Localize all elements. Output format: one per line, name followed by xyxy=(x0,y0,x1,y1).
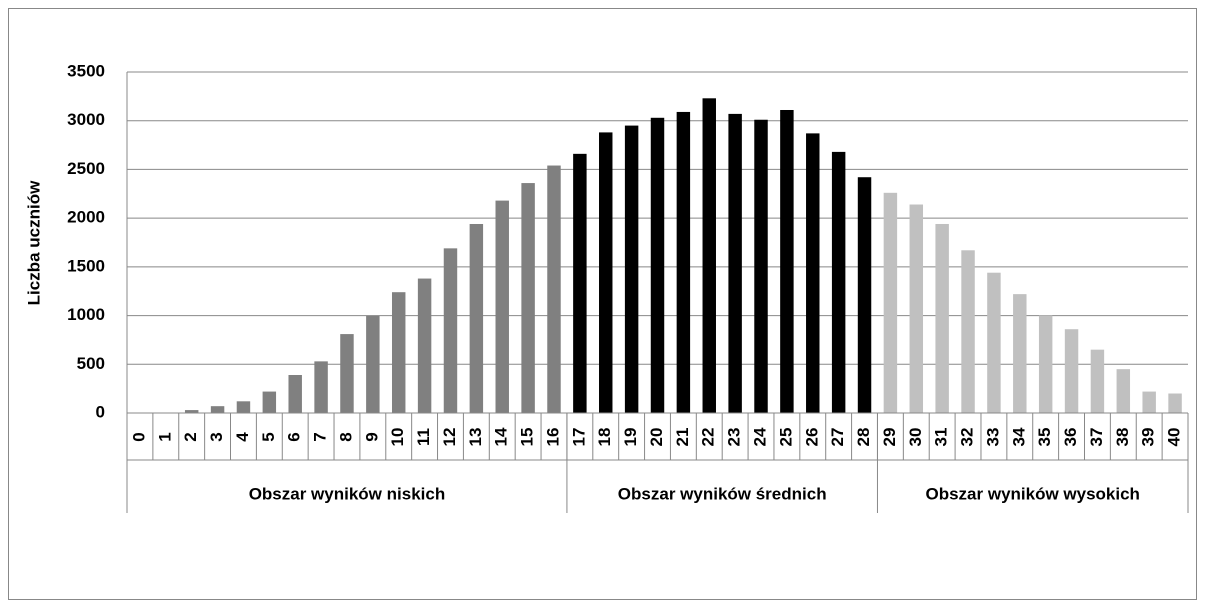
bar xyxy=(444,248,457,413)
bar xyxy=(340,334,353,413)
bar xyxy=(987,273,1000,413)
x-tick-label: 3 xyxy=(207,432,226,441)
bar xyxy=(314,361,327,413)
x-tick-label: 34 xyxy=(1009,427,1028,446)
bar xyxy=(703,98,716,413)
x-tick-label: 23 xyxy=(725,428,744,447)
x-tick-label: 19 xyxy=(621,428,640,447)
bar xyxy=(625,126,638,413)
x-tick-label: 40 xyxy=(1165,428,1184,447)
bar xyxy=(935,224,948,413)
x-tick-label: 38 xyxy=(1113,428,1132,447)
y-tick-label: 0 xyxy=(96,402,105,421)
bar xyxy=(573,154,586,413)
x-tick-label: 9 xyxy=(362,432,381,441)
x-tick-label: 10 xyxy=(388,428,407,447)
bar xyxy=(806,133,819,413)
bar xyxy=(211,406,224,413)
x-tick-label: 14 xyxy=(492,427,511,446)
bar xyxy=(728,114,741,413)
bar xyxy=(288,375,301,413)
x-tick-label: 39 xyxy=(1139,428,1158,447)
x-tick-label: 11 xyxy=(414,428,433,446)
x-tick-label: 32 xyxy=(958,428,977,447)
bar xyxy=(366,316,379,413)
bar xyxy=(651,118,664,413)
x-tick-label: 25 xyxy=(776,428,795,447)
y-tick-label: 2500 xyxy=(67,159,105,178)
bar xyxy=(780,110,793,413)
x-tick-label: 4 xyxy=(233,432,252,442)
x-tick-label: 27 xyxy=(828,428,847,447)
x-tick-label: 21 xyxy=(673,428,692,447)
bar xyxy=(832,152,845,413)
x-tick-label: 15 xyxy=(518,428,537,447)
x-tick-label: 35 xyxy=(1035,428,1054,447)
y-tick-label: 1500 xyxy=(67,256,105,275)
bar xyxy=(910,205,923,413)
x-tick-label: 20 xyxy=(647,428,666,447)
bar xyxy=(677,112,690,413)
bar xyxy=(1168,394,1181,413)
x-tick-label: 12 xyxy=(440,428,459,447)
x-tick-label: 29 xyxy=(880,428,899,447)
bar xyxy=(884,193,897,413)
x-tick-label: 30 xyxy=(906,428,925,447)
x-tick-label: 13 xyxy=(466,428,485,447)
y-tick-label: 3500 xyxy=(67,61,105,80)
x-tick-label: 2 xyxy=(181,432,200,441)
x-tick-label: 37 xyxy=(1087,428,1106,447)
bar xyxy=(754,120,767,413)
bar xyxy=(1065,329,1078,413)
bar xyxy=(521,183,534,413)
x-tick-label: 16 xyxy=(543,428,562,447)
x-tick-label: 28 xyxy=(854,428,873,447)
bar xyxy=(1117,369,1130,413)
bar xyxy=(237,401,250,413)
bar xyxy=(496,201,509,413)
x-tick-label: 24 xyxy=(750,427,769,446)
x-tick-label: 17 xyxy=(569,428,588,447)
x-tick-label: 18 xyxy=(595,428,614,447)
y-tick-label: 3000 xyxy=(67,110,105,129)
bar xyxy=(961,250,974,413)
x-tick-label: 31 xyxy=(932,428,951,447)
bar xyxy=(1091,350,1104,413)
bar xyxy=(1039,316,1052,413)
y-axis-title: Liczba uczniów xyxy=(24,180,43,305)
bar xyxy=(599,132,612,413)
y-tick-label: 2000 xyxy=(67,208,105,227)
x-tick-label: 8 xyxy=(336,432,355,441)
y-tick-label: 500 xyxy=(77,354,105,373)
x-tick-label: 26 xyxy=(802,428,821,447)
bar xyxy=(1013,294,1026,413)
group-label: Obszar wyników wysokich xyxy=(925,484,1139,503)
x-tick-label: 36 xyxy=(1061,428,1080,447)
bar xyxy=(858,177,871,413)
group-label: Obszar wyników niskich xyxy=(249,484,446,503)
bar xyxy=(418,279,431,413)
x-tick-label: 0 xyxy=(129,432,148,441)
bar xyxy=(547,166,560,413)
y-tick-label: 1000 xyxy=(67,305,105,324)
bar xyxy=(392,292,405,413)
x-tick-label: 6 xyxy=(285,432,304,441)
x-tick-label: 22 xyxy=(699,428,718,447)
x-tick-label: 33 xyxy=(983,428,1002,447)
x-tick-label: 7 xyxy=(311,432,330,441)
bar xyxy=(470,224,483,413)
group-label: Obszar wyników średnich xyxy=(618,484,827,503)
x-tick-label: 5 xyxy=(259,432,278,441)
bar xyxy=(1142,392,1155,413)
bar xyxy=(263,392,276,413)
x-tick-label: 1 xyxy=(155,432,174,441)
